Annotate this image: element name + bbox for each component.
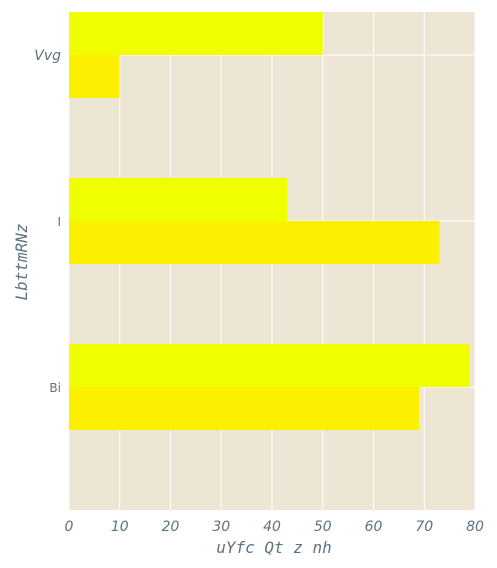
x-tick-label: 80 xyxy=(466,519,484,535)
x-tick-label: 50 xyxy=(314,519,332,535)
bar xyxy=(69,221,440,264)
x-tick-label: 30 xyxy=(212,519,230,535)
bar xyxy=(69,55,120,98)
bar xyxy=(69,387,420,430)
bar xyxy=(69,344,470,387)
bars xyxy=(69,12,470,430)
x-tick-label: 60 xyxy=(365,519,383,535)
category-label: Bi xyxy=(49,381,61,395)
x-tick-label: 70 xyxy=(415,519,433,535)
x-axis-title: uYfc Qt z nh xyxy=(216,538,332,557)
category-label: Vvg xyxy=(34,48,61,64)
x-tick-label: 40 xyxy=(263,519,281,535)
category-label: I xyxy=(57,215,61,229)
y-axis-title: LbttmRNz xyxy=(12,223,31,300)
bar xyxy=(69,178,288,221)
bar xyxy=(69,12,323,55)
x-tick-label: 20 xyxy=(162,519,180,535)
x-tick-label: 0 xyxy=(65,519,74,535)
x-tick-labels: 0 10 20 30 40 50 60 70 80 xyxy=(65,519,484,535)
category-labels: Vvg I Bi xyxy=(34,48,61,395)
x-tick-label: 10 xyxy=(111,519,129,535)
